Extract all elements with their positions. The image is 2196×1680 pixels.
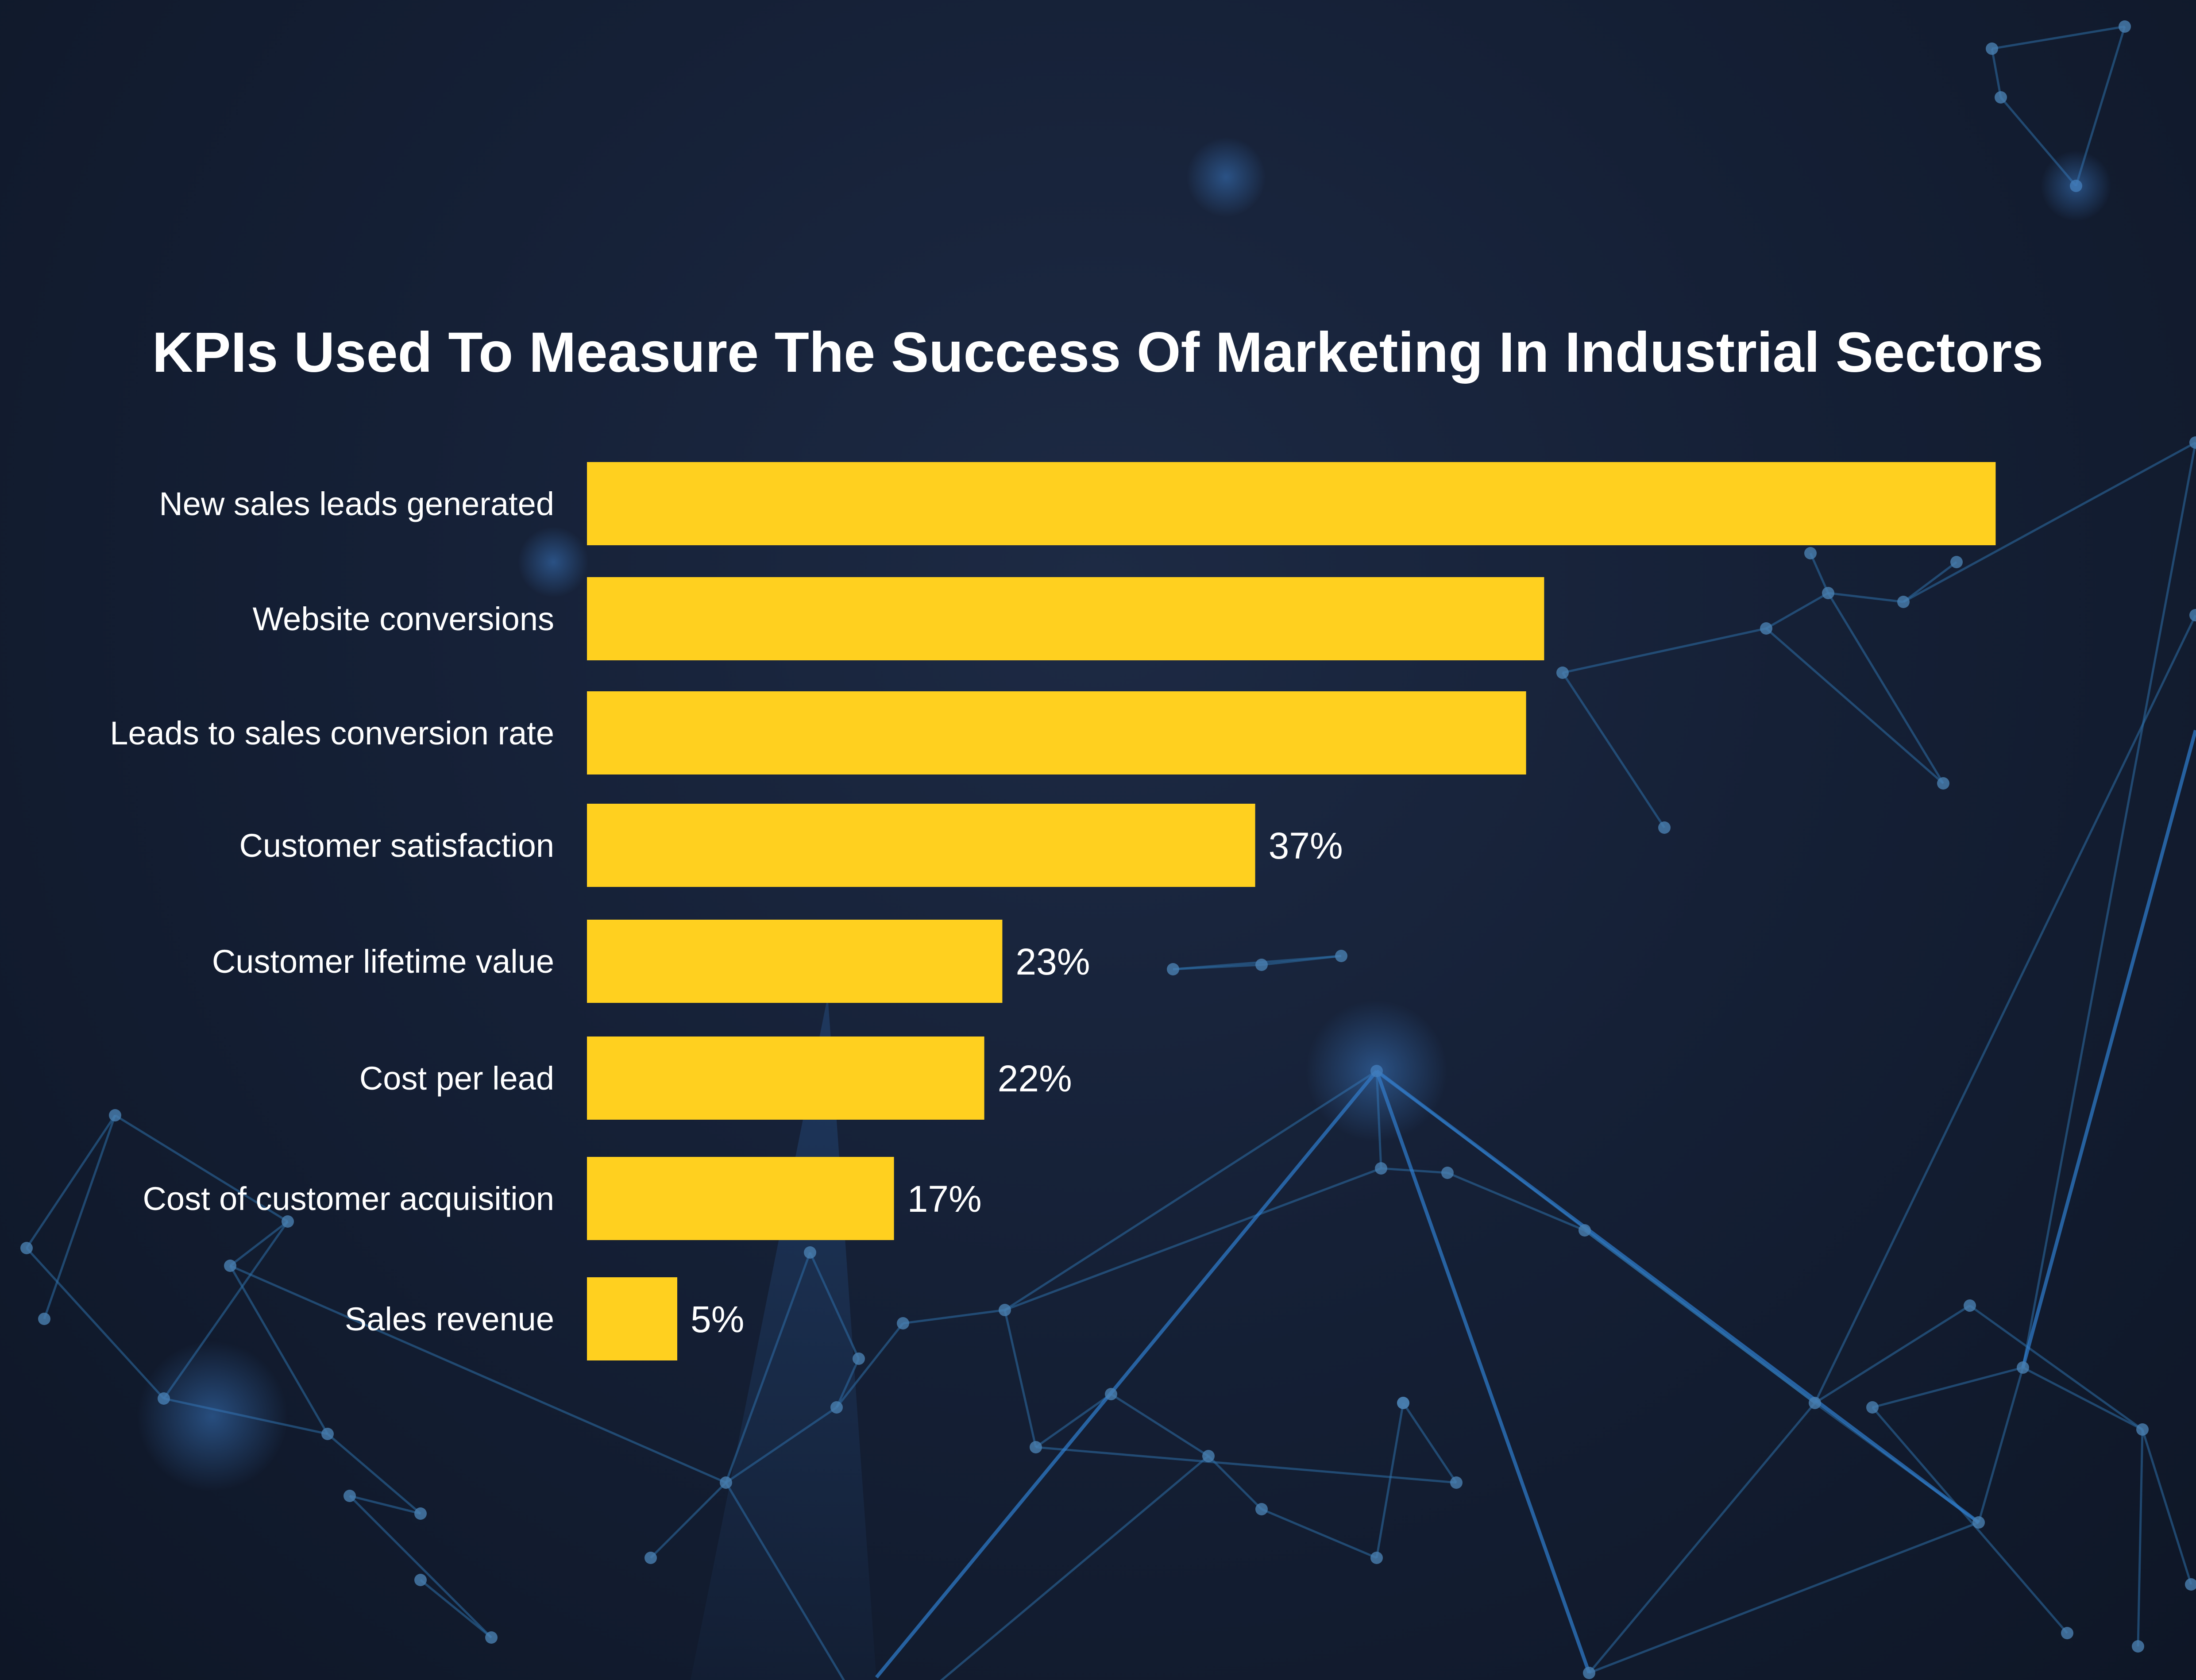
bar-8 bbox=[587, 1277, 677, 1360]
bar-7 bbox=[587, 1157, 894, 1240]
bar-5 bbox=[587, 920, 1003, 1003]
value-label: 22% bbox=[998, 1058, 1072, 1099]
chart-title: KPIs Used To Measure The Success Of Mark… bbox=[152, 321, 2044, 384]
bar-6 bbox=[587, 1037, 984, 1120]
category-label: Cost of customer acquisition bbox=[143, 1180, 554, 1217]
category-label: Website conversions bbox=[253, 601, 554, 637]
value-label: 5% bbox=[691, 1299, 744, 1340]
category-label: Sales revenue bbox=[345, 1301, 554, 1337]
category-label: New sales leads generated bbox=[159, 486, 554, 522]
bar-1 bbox=[587, 462, 1996, 545]
value-label: 23% bbox=[1015, 941, 1090, 983]
bar-4 bbox=[587, 804, 1255, 887]
category-label: Leads to sales conversion rate bbox=[110, 715, 554, 751]
bar-2 bbox=[587, 577, 1544, 660]
value-label: 37% bbox=[1269, 825, 1343, 867]
category-label: Customer satisfaction bbox=[239, 827, 555, 864]
category-label: Cost per lead bbox=[359, 1060, 554, 1097]
bar-3 bbox=[587, 691, 1526, 774]
bars: New sales leads generated Website convers… bbox=[110, 462, 1996, 1360]
value-label: 17% bbox=[907, 1178, 982, 1220]
category-label: Customer lifetime value bbox=[212, 943, 554, 980]
